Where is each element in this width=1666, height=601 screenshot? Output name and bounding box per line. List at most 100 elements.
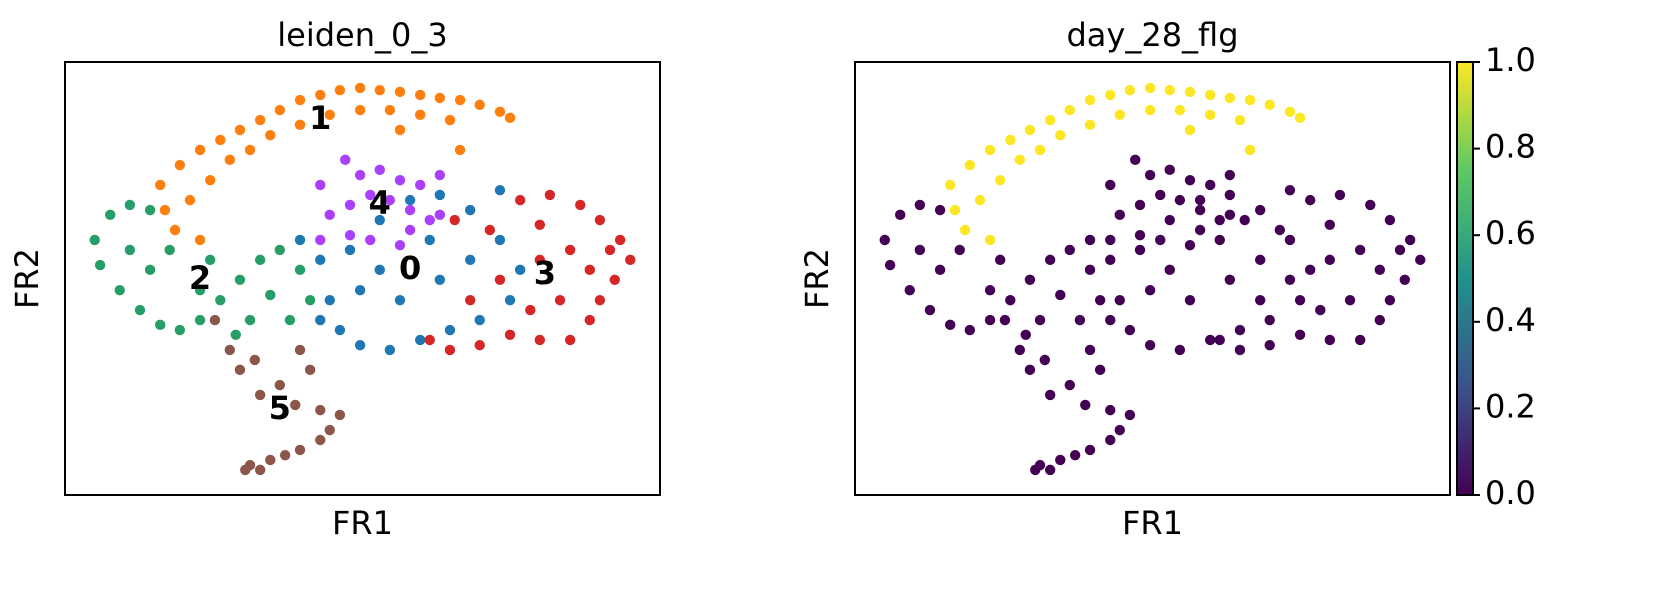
point: [415, 179, 426, 191]
point: [294, 444, 306, 456]
point: [514, 264, 526, 276]
point: [324, 424, 335, 436]
point: [1234, 344, 1246, 356]
point: [344, 244, 356, 256]
point: [1315, 304, 1326, 316]
point: [365, 189, 376, 201]
point: [394, 175, 406, 186]
plot-frame: [854, 61, 1451, 496]
point: [304, 294, 316, 306]
point: [1214, 234, 1225, 246]
point: [984, 314, 996, 326]
point: [494, 106, 506, 117]
point: [324, 109, 335, 121]
point: [1284, 106, 1296, 117]
x-axis-label: FR1: [1122, 504, 1183, 542]
point: [1284, 234, 1296, 246]
point: [575, 199, 586, 211]
point: [604, 244, 616, 256]
point: [384, 104, 396, 116]
colorbar-tick-label: 0.8: [1485, 128, 1536, 166]
point: [1124, 84, 1136, 96]
point: [434, 274, 446, 285]
point: [1130, 154, 1141, 166]
point: [1174, 194, 1186, 206]
point: [274, 244, 285, 256]
point: [254, 114, 266, 126]
point: [1264, 314, 1275, 326]
point: [1304, 264, 1316, 276]
point: [904, 284, 915, 296]
point: [209, 314, 221, 326]
point: [584, 264, 595, 276]
point: [1244, 144, 1256, 156]
point: [1044, 389, 1056, 401]
colorbar-tick-label: 0.4: [1485, 301, 1536, 339]
cluster-label: 0: [399, 249, 421, 287]
point: [1084, 119, 1096, 130]
point: [514, 194, 526, 206]
point: [1184, 86, 1196, 98]
point: [124, 199, 136, 211]
point: [1174, 104, 1186, 116]
point: [89, 234, 100, 246]
point: [194, 234, 206, 246]
point: [494, 274, 506, 285]
point: [444, 114, 456, 126]
point: [354, 169, 366, 181]
point: [215, 134, 226, 146]
point: [354, 284, 366, 296]
point: [1044, 254, 1056, 266]
point: [265, 129, 276, 141]
point: [1020, 329, 1031, 340]
point: [1114, 209, 1125, 221]
point: [315, 179, 326, 191]
point: [879, 234, 890, 246]
point: [484, 224, 496, 236]
point: [1294, 294, 1306, 306]
point: [1105, 404, 1116, 416]
point: [1024, 274, 1036, 285]
point: [1030, 464, 1041, 476]
point: [415, 109, 426, 121]
point: [1155, 234, 1166, 246]
point: [964, 324, 976, 336]
point: [415, 89, 426, 101]
point: [464, 294, 476, 306]
point: [1284, 184, 1296, 196]
cluster-label: 4: [369, 184, 391, 222]
point: [304, 364, 316, 376]
point: [1024, 364, 1036, 376]
point: [895, 209, 906, 221]
y-axis-label: FR2: [798, 248, 836, 309]
point: [1224, 274, 1236, 285]
cluster-label: 1: [309, 99, 331, 137]
point: [244, 314, 256, 326]
point: [215, 294, 226, 306]
point: [374, 214, 385, 226]
point: [424, 214, 435, 226]
point: [1144, 339, 1156, 351]
point: [534, 334, 546, 346]
point: [334, 324, 346, 336]
point: [994, 175, 1006, 186]
point: [1114, 424, 1125, 436]
point: [945, 179, 956, 191]
point: [354, 82, 366, 94]
point: [230, 329, 241, 340]
point: [344, 230, 356, 241]
point: [1144, 169, 1156, 181]
point: [1064, 379, 1075, 391]
cluster-label: 5: [269, 389, 291, 427]
point: [914, 244, 926, 256]
point: [1354, 244, 1366, 256]
point: [954, 244, 965, 256]
point: [964, 159, 976, 171]
point: [1144, 82, 1156, 94]
point: [1084, 94, 1096, 106]
point: [1105, 254, 1116, 266]
x-axis-label: FR1: [332, 504, 393, 542]
point: [1144, 284, 1156, 296]
point: [544, 189, 556, 201]
